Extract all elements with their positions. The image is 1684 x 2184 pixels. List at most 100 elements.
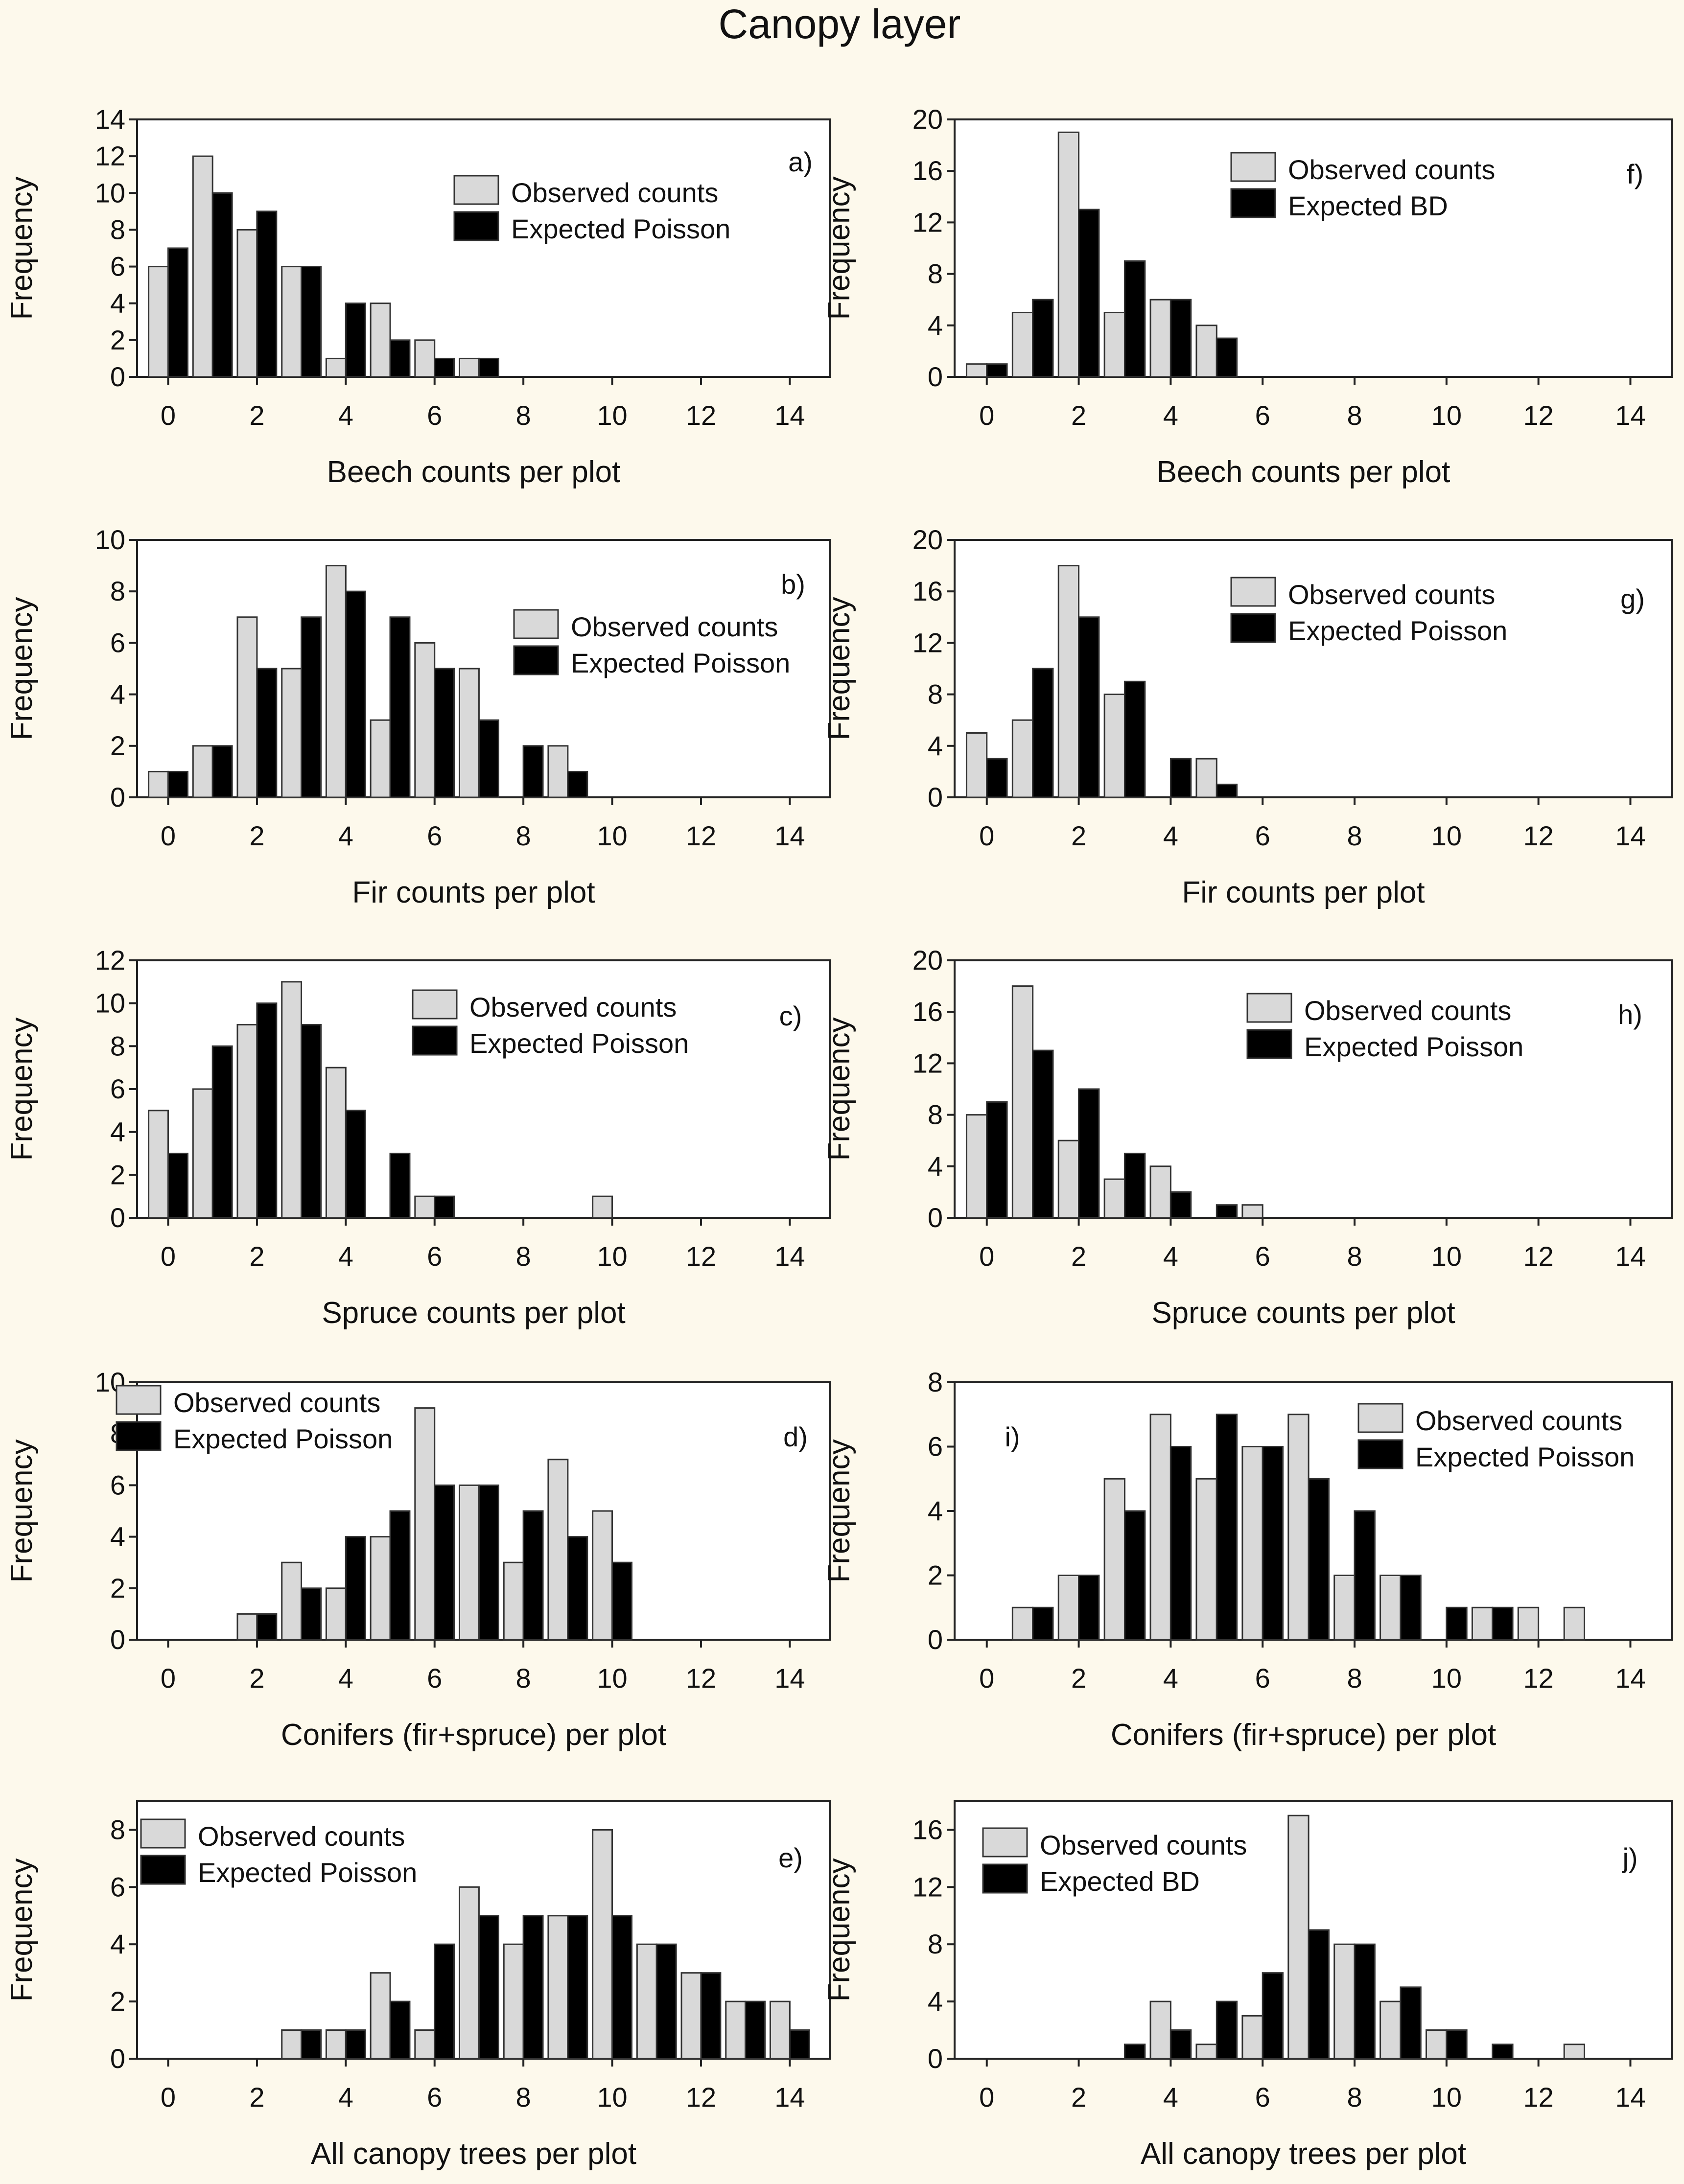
- expected-bar: [1123, 680, 1146, 798]
- expected-bar: [611, 1915, 632, 2060]
- y-axis-title: Frequency: [5, 1440, 39, 1583]
- x-tick-label: 0: [161, 820, 176, 851]
- y-tick-label: 0: [110, 1624, 125, 1655]
- y-tick-label: 4: [928, 1495, 943, 1526]
- legend-label: Expected Poisson: [1288, 615, 1507, 646]
- x-tick-label: 14: [1615, 2082, 1645, 2113]
- y-tick-label: 12: [95, 945, 125, 976]
- x-tick-label: 0: [979, 1241, 994, 1272]
- x-tick-label: 10: [1431, 1663, 1462, 1694]
- expected-bar: [745, 2000, 766, 2060]
- y-tick-label: 10: [95, 177, 125, 208]
- legend-swatch: [453, 211, 499, 241]
- legend: Observed counts Expected Poisson: [1246, 993, 1523, 1062]
- observed-bar: [1149, 299, 1171, 378]
- expected-bar: [389, 2000, 411, 2060]
- expected-bar: [211, 192, 233, 378]
- x-tick-label: 2: [1071, 2082, 1086, 2113]
- x-tick-label: 6: [1255, 1241, 1270, 1272]
- x-tick-label: 4: [338, 1663, 353, 1694]
- panel-label: h): [1618, 999, 1642, 1030]
- observed-bar: [192, 745, 213, 798]
- observed-bar: [325, 1587, 347, 1641]
- expected-bar: [1032, 1606, 1054, 1641]
- x-tick-label: 0: [161, 2082, 176, 2113]
- y-axis-title: Frequency: [822, 177, 856, 320]
- y-axis-title: Frequency: [822, 597, 856, 741]
- legend-swatch: [140, 1818, 186, 1849]
- legend-swatch: [116, 1385, 162, 1415]
- expected-bar: [567, 1915, 588, 2060]
- legend-swatch: [1357, 1439, 1403, 1469]
- x-axis-title: Fir counts per plot: [1182, 876, 1425, 909]
- y-tick-label: 4: [110, 1928, 125, 1959]
- legend-label: Expected Poisson: [1304, 1031, 1523, 1062]
- expected-bar: [167, 770, 188, 798]
- x-tick-label: 8: [1347, 1663, 1362, 1694]
- x-tick-label: 2: [1071, 1241, 1086, 1272]
- legend-label: Observed counts: [1304, 995, 1511, 1026]
- y-tick-label: 0: [928, 1202, 943, 1233]
- x-tick-label: 4: [1163, 2082, 1178, 2113]
- observed-bar: [414, 339, 436, 378]
- y-tick-label: 20: [912, 524, 943, 555]
- observed-bar: [1333, 1575, 1356, 1641]
- expected-bar: [1216, 784, 1238, 798]
- panel-label: g): [1620, 583, 1645, 614]
- x-tick-label: 0: [161, 400, 176, 431]
- y-tick-label: 6: [110, 1871, 125, 1902]
- x-tick-label: 6: [427, 400, 442, 431]
- observed-bar: [592, 1829, 613, 2060]
- observed-bar: [1057, 565, 1080, 798]
- y-axis-title: Frequency: [5, 1018, 39, 1161]
- observed-bar: [325, 2029, 347, 2060]
- x-tick-label: 10: [597, 1663, 627, 1694]
- expected-bar: [389, 339, 411, 378]
- panel-label: j): [1621, 1842, 1637, 1873]
- expected-bar: [1032, 299, 1054, 378]
- observed-bar: [1563, 1606, 1586, 1641]
- x-axis-title: Fir counts per plot: [352, 876, 595, 909]
- x-tick-label: 10: [1431, 400, 1462, 431]
- panel-label: c): [779, 1000, 802, 1031]
- panel-b: 0 2 4 6 8 10 0 2 4 6 8 10 12 14 Fir counts per plot Fre…: [5, 524, 831, 909]
- expected-bar: [1169, 299, 1192, 378]
- observed-bar: [1380, 2000, 1402, 2060]
- y-tick-label: 14: [95, 104, 125, 135]
- observed-bar: [459, 668, 480, 798]
- observed-bar: [281, 668, 303, 798]
- expected-bar: [256, 668, 278, 798]
- x-tick-label: 0: [979, 1663, 994, 1694]
- observed-bar: [725, 2000, 747, 2060]
- x-tick-label: 6: [427, 1663, 442, 1694]
- legend-label: Expected Poisson: [511, 213, 730, 244]
- expected-bar: [167, 1153, 188, 1219]
- expected-bar: [1216, 1204, 1238, 1219]
- y-tick-label: 16: [912, 155, 943, 186]
- observed-bar: [1195, 2044, 1217, 2060]
- x-tick-label: 0: [979, 2082, 994, 2113]
- y-tick-label: 0: [110, 2043, 125, 2074]
- legend-label: Observed counts: [1040, 1830, 1247, 1860]
- observed-bar: [965, 1114, 988, 1219]
- y-tick-label: 4: [110, 679, 125, 710]
- x-tick-label: 14: [774, 2082, 805, 2113]
- expected-bar: [434, 1943, 455, 2060]
- legend: Observed counts Expected Poisson: [1357, 1403, 1635, 1472]
- y-tick-label: 0: [110, 1202, 125, 1233]
- legend-label: Observed counts: [469, 992, 677, 1022]
- y-tick-label: 10: [95, 988, 125, 1019]
- y-tick-label: 20: [912, 104, 943, 135]
- x-tick-label: 14: [774, 820, 805, 851]
- observed-bar: [1195, 1478, 1217, 1641]
- x-tick-label: 8: [1347, 2082, 1362, 2113]
- panel-c: 0 2 4 6 8 10 12 0 2 4 6 8 10 12 14 Spruce counts per pl…: [5, 945, 831, 1330]
- legend: Observed counts Expected Poisson: [116, 1385, 393, 1454]
- y-tick-label: 8: [110, 1030, 125, 1061]
- observed-bar: [148, 266, 169, 378]
- y-tick-label: 4: [928, 730, 943, 761]
- observed-bar: [236, 229, 258, 378]
- observed-bar: [1057, 131, 1080, 378]
- observed-bar: [1380, 1575, 1402, 1641]
- observed-bar: [192, 1088, 213, 1219]
